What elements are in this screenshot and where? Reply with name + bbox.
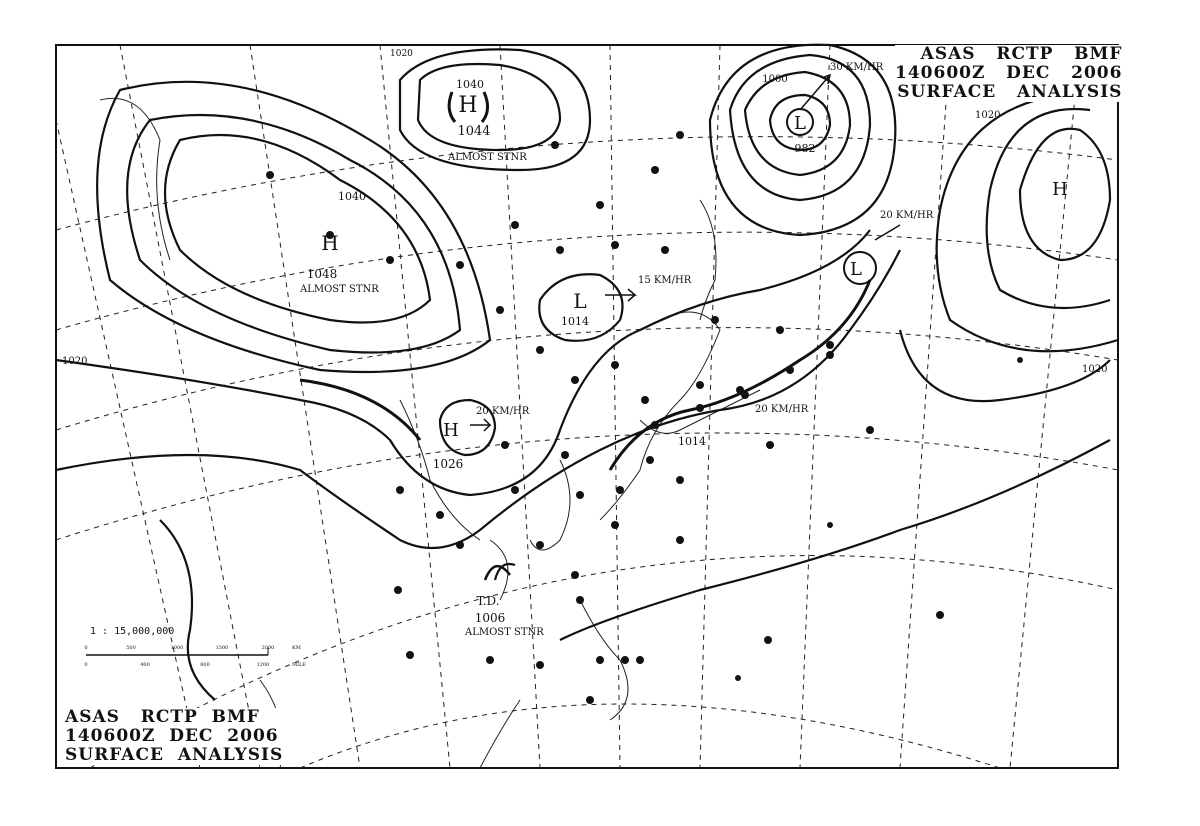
- footer-title-block: ASAS RCTP BMF 140600Z DEC 2006 SURFACE A…: [65, 707, 284, 765]
- header-line-1: ASAS RCTP BMF: [920, 44, 1123, 64]
- center-l-east: L 20 KM/HR: [843, 210, 934, 285]
- scale-km-tick: 2000: [262, 645, 275, 651]
- center-td-1006: T.D. 1006 ALMOST STNR: [464, 565, 544, 638]
- isobar-label: 1020: [62, 356, 87, 367]
- isobar-label: 1020: [975, 110, 1000, 121]
- footer-line-1: ASAS RCTP BMF: [65, 707, 260, 727]
- center-h-1044: H 1040 1044 ALMOST STNR: [447, 78, 527, 163]
- header-line-2: 140600Z DEC 2006: [895, 63, 1123, 83]
- center-value-label: 1040: [338, 190, 366, 203]
- front-symbols: [651, 341, 834, 429]
- scale-km-tick: 500: [126, 645, 136, 651]
- center-value: 1044: [457, 124, 490, 139]
- scale-km-unit: KM: [292, 645, 301, 651]
- center-h-east: H: [1052, 179, 1068, 200]
- center-value-label: 1040: [456, 78, 484, 91]
- header-title-block: ASAS RCTP BMF 140600Z DEC 2006 SURFACE A…: [895, 44, 1123, 102]
- front-motion-label: 20 KM/HR: [755, 404, 809, 415]
- scale-ratio: 1 : 15,000,000: [90, 626, 175, 637]
- isobar-label: 1020: [390, 49, 413, 59]
- coastlines: [99, 97, 761, 769]
- center-type: T.D.: [476, 594, 499, 608]
- scale-mile-unit: MILE: [292, 662, 306, 668]
- center-h-1048: H 1040 1048 ALMOST STNR: [299, 190, 379, 295]
- header-line-3: SURFACE ANALYSIS: [897, 82, 1123, 102]
- motion-label: 20 KM/HR: [880, 210, 934, 221]
- scale-km-tick: 1500: [216, 645, 229, 651]
- center-note: ALMOST STNR: [299, 284, 379, 295]
- station-plots: [266, 131, 1023, 704]
- scale-mile-tick: 400: [140, 662, 150, 668]
- center-value: 1014: [561, 315, 589, 328]
- isobars: [55, 43, 1119, 701]
- center-note: ALMOST STNR: [464, 627, 544, 638]
- center-value: 1006: [475, 611, 506, 625]
- center-l-982: L 982 1000 30 KM/HR: [762, 62, 883, 155]
- scale-mile-tick: 0: [84, 662, 87, 668]
- motion-label: 15 KM/HR: [638, 275, 692, 286]
- motion-arrows: [470, 73, 901, 432]
- isobar-label: 1014: [678, 435, 706, 448]
- center-type: L: [850, 259, 862, 280]
- graticule: [55, 44, 1119, 769]
- center-note: ALMOST STNR: [447, 152, 527, 163]
- footer-line-2: 140600Z DEC 2006: [65, 726, 279, 746]
- center-type: H: [443, 420, 459, 441]
- center-type: H: [1052, 179, 1068, 200]
- isobar-label: 1020: [1082, 364, 1107, 375]
- motion-label: 30 KM/HR: [830, 62, 884, 73]
- map-frame: [55, 44, 1119, 769]
- center-value: 982: [795, 142, 816, 155]
- center-type: H: [321, 231, 338, 255]
- footer-line-3: SURFACE ANALYSIS: [65, 745, 284, 765]
- center-type: L: [794, 113, 806, 134]
- scale-bar: 0 500 1000 1500 2000 KM 0 400 800 1200 M…: [84, 645, 306, 668]
- scale-km-tick: 1000: [171, 645, 184, 651]
- center-h-1026: H 1026 20 KM/HR: [433, 406, 530, 471]
- scale-km-tick: 0: [84, 645, 87, 651]
- center-type: L: [573, 289, 586, 313]
- center-value: 1026: [433, 457, 464, 471]
- center-l-1014: L 1014 15 KM/HR: [561, 275, 692, 328]
- isobar-label: 1000: [762, 74, 787, 85]
- scale-mile-tick: 800: [200, 662, 210, 668]
- center-type: H: [458, 93, 477, 118]
- motion-label: 20 KM/HR: [476, 406, 530, 417]
- scale-mile-tick: 1200: [257, 662, 270, 668]
- center-value: 1048: [307, 267, 338, 281]
